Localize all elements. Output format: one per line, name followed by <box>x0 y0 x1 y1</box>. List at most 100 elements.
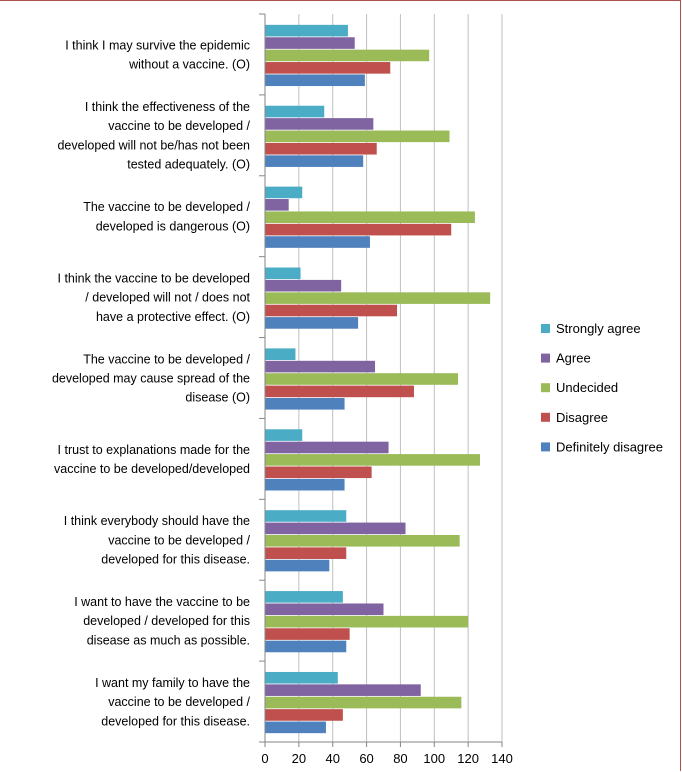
bar-undecided <box>265 454 480 466</box>
bar-agree <box>265 199 289 211</box>
legend-label: Disagree <box>556 410 608 425</box>
bar-undecided <box>265 292 491 304</box>
bar-agree <box>265 279 342 292</box>
bar-definitely-disagree <box>265 721 326 734</box>
category-label-line: The vaccine to be developed / <box>83 352 250 366</box>
category-label: I think the effectiveness of the vaccine … <box>57 100 250 172</box>
category-label-line: developed may cause spread of the <box>52 372 250 386</box>
axes <box>259 13 503 747</box>
category-label: The vaccine to be developed / developed m… <box>52 352 251 404</box>
category-label: I think the vaccine to be developed / dev… <box>58 271 251 323</box>
bar-undecided <box>265 373 458 385</box>
category-label-line: I think the effectiveness of the <box>85 100 250 114</box>
legend-label: Definitely disagree <box>556 439 663 454</box>
bar-undecided <box>265 696 462 709</box>
bar-undecided <box>265 49 430 62</box>
category-label-line: vaccine to be developed / <box>108 119 250 133</box>
x-tick-label: 140 <box>491 751 513 766</box>
category-label-line: The vaccine to be developed / <box>83 200 250 214</box>
category-labels: I think I may survive the epidemic withou… <box>52 38 251 728</box>
bar-undecided <box>265 534 460 547</box>
category-label-line: developed is dangerous (O) <box>96 219 250 233</box>
bar-definitely-disagree <box>265 559 330 572</box>
legend-label: Undecided <box>556 380 618 395</box>
x-tick-label: 120 <box>457 751 479 766</box>
category-label-line: / developed will not / does not <box>85 291 250 305</box>
legend-swatch <box>541 383 550 393</box>
category-label-line: vaccine to be developed / <box>108 695 250 709</box>
category-label-line: I think everybody should have the <box>64 514 250 528</box>
x-tick-labels: 0 20 40 60 80 100 120 140 <box>261 751 512 766</box>
category-label-line: vaccine to be developed/developed <box>54 462 250 476</box>
bar-disagree <box>265 223 452 236</box>
bar-definitely-disagree <box>265 236 370 248</box>
bar-disagree <box>265 304 398 317</box>
category-label-line: disease (O) <box>185 391 250 405</box>
bar-strongly-agree <box>265 671 338 684</box>
bar-agree <box>265 603 384 616</box>
bar-definitely-disagree <box>265 398 345 410</box>
category-label-line: I want my family to have the <box>95 676 250 690</box>
x-tick-label: 100 <box>423 751 445 766</box>
x-tick-label: 60 <box>359 751 373 766</box>
category-label-line: I think I may survive the epidemic <box>65 38 250 52</box>
bar-definitely-disagree <box>265 155 364 167</box>
bar-strongly-agree <box>265 348 296 360</box>
bar-strongly-agree <box>265 591 343 603</box>
category-label: I think I may survive the epidemic withou… <box>65 38 250 71</box>
bar-undecided <box>265 130 450 143</box>
bar-agree <box>265 118 374 130</box>
bars <box>265 24 491 734</box>
bar-disagree <box>265 466 372 479</box>
category-label: The vaccine to be developed / developed i… <box>83 200 250 233</box>
category-label-line: developed for this disease. <box>101 552 250 566</box>
bar-definitely-disagree <box>265 478 345 491</box>
category-label-line: without a vaccine. (O) <box>128 58 250 72</box>
bar-disagree <box>265 142 377 155</box>
bar-definitely-disagree <box>265 74 365 87</box>
category-label: I think everybody should have the vaccine… <box>64 514 251 566</box>
bar-agree <box>265 684 421 696</box>
category-label-line: developed will not be/has not been <box>57 138 250 152</box>
bar-agree <box>265 360 376 373</box>
legend-swatch <box>541 412 550 422</box>
bar-strongly-agree <box>265 24 348 37</box>
legend-swatch <box>541 353 550 363</box>
category-label-line: vaccine to be developed / <box>108 533 250 547</box>
legend-label: Agree <box>556 351 591 366</box>
bar-agree <box>265 37 355 49</box>
bar-disagree <box>265 62 391 74</box>
category-label-line: have a protective effect. (O) <box>96 310 250 324</box>
category-label-line: disease as much as possible. <box>87 633 250 647</box>
legend-swatch <box>541 324 550 333</box>
x-tick-label: 20 <box>292 751 306 766</box>
category-label: I trust to explanations made for the vacc… <box>54 443 250 476</box>
category-label-line: I want to have the vaccine to be <box>74 595 250 609</box>
category-label-line: tested adequately. (O) <box>127 158 250 172</box>
bar-disagree <box>265 385 414 398</box>
x-tick-label: 40 <box>325 751 339 766</box>
bar-strongly-agree <box>265 510 347 522</box>
bar-disagree <box>265 628 350 640</box>
bar-disagree <box>265 547 347 559</box>
bar-definitely-disagree <box>265 640 347 653</box>
category-label-line: I think the vaccine to be developed <box>58 271 251 285</box>
bar-undecided <box>265 211 475 224</box>
bar-strongly-agree <box>265 105 325 118</box>
bar-undecided <box>265 615 469 628</box>
bar-disagree <box>265 709 343 721</box>
bar-agree <box>265 441 389 454</box>
category-label: I want to have the vaccine to be develope… <box>74 595 250 647</box>
category-label-line: developed / developed for this <box>83 614 250 628</box>
bar-strongly-agree <box>265 429 303 441</box>
legend-swatch <box>541 442 550 452</box>
bar-strongly-agree <box>265 267 301 280</box>
category-label-line: developed for this disease. <box>101 714 250 728</box>
bar-agree <box>265 522 406 535</box>
legend-label: Strongly agree <box>556 321 641 336</box>
category-label-line: I trust to explanations made for the <box>58 443 251 457</box>
x-tick-label: 0 <box>261 751 268 766</box>
bar-strongly-agree <box>265 186 303 199</box>
